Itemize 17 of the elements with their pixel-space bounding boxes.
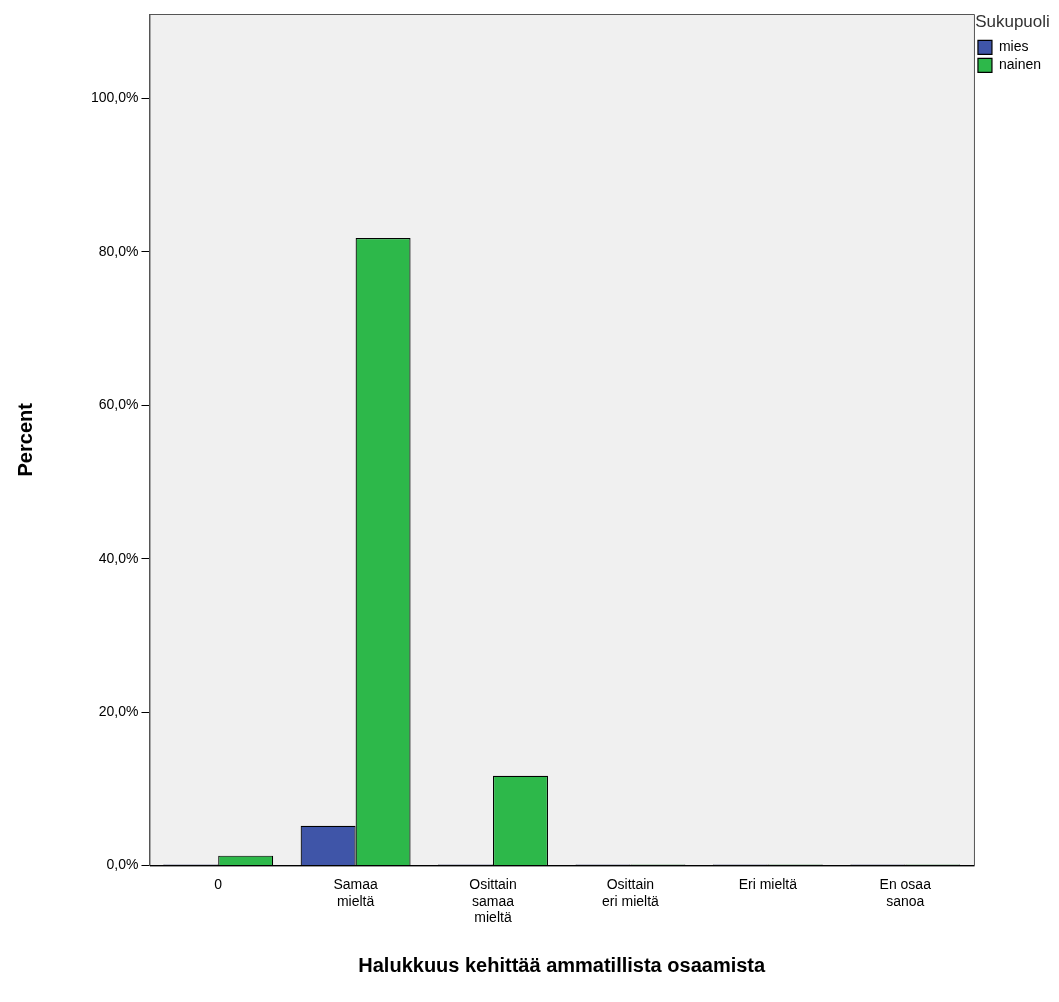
y-tick-label: 20,0% bbox=[98, 703, 139, 720]
x-tick-label: Eri mieltä bbox=[738, 875, 798, 892]
x-tick-label: Osittain eri mieltä bbox=[602, 875, 660, 909]
x-tick-label: Osittain samaa mieltä bbox=[469, 875, 517, 926]
x-tick-label: En osaa sanoa bbox=[879, 875, 932, 909]
legend-label: nainen bbox=[998, 56, 1042, 73]
y-tick-label: 60,0% bbox=[98, 396, 139, 413]
y-axis-title: Percent bbox=[13, 402, 36, 477]
x-axis-title: Halukkuus kehittää ammatillista osaamista bbox=[358, 953, 767, 976]
legend-title: Sukupuoli bbox=[975, 12, 1050, 32]
y-tick-label: 40,0% bbox=[98, 549, 139, 566]
y-tick-label: 0,0% bbox=[106, 856, 139, 873]
y-tick-label: 80,0% bbox=[98, 242, 139, 259]
legend-label: mies bbox=[998, 38, 1029, 55]
y-tick-label: 100,0% bbox=[91, 89, 139, 106]
x-tick-label: 0 bbox=[214, 875, 223, 892]
x-tick-label: Samaa mieltä bbox=[333, 875, 378, 909]
